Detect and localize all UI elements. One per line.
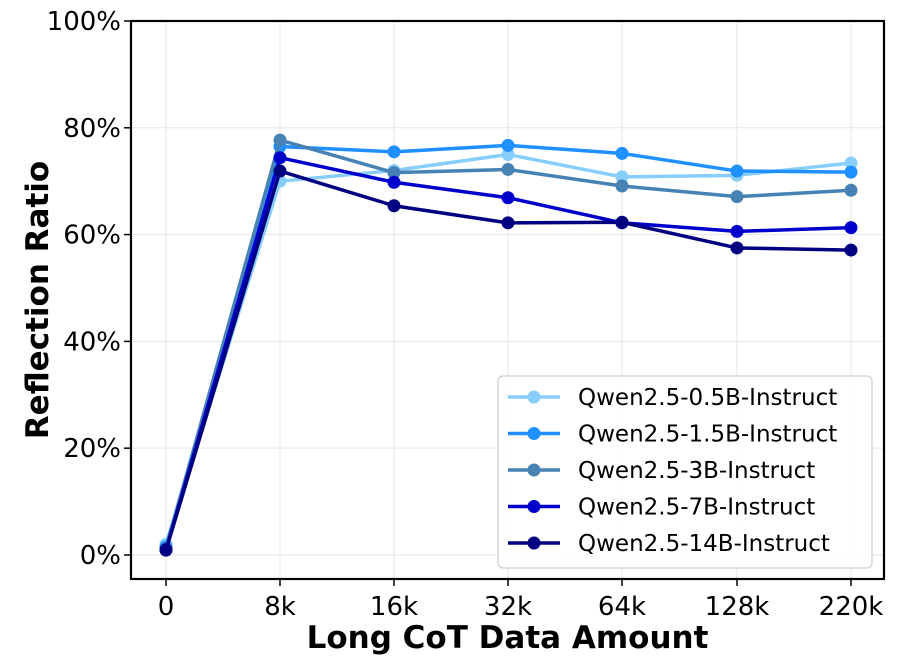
legend-label: Qwen2.5-14B-Instruct: [578, 531, 830, 557]
legend-item: Qwen2.5-0.5B-Instruct: [508, 385, 837, 411]
x-tick-label: 16k: [370, 592, 418, 622]
x-axis: 0 8k 16k 32k 64k 128k 220k: [158, 579, 884, 622]
legend-item: Qwen2.5-1.5B-Instruct: [508, 422, 837, 448]
legend-item: Qwen2.5-3B-Instruct: [508, 458, 815, 484]
x-tick-label: 64k: [598, 592, 646, 622]
data-point: [844, 243, 858, 257]
data-point: [615, 170, 629, 184]
legend-label: Qwen2.5-3B-Instruct: [578, 458, 815, 484]
x-tick-label: 220k: [819, 592, 884, 622]
data-point: [501, 216, 515, 230]
data-point: [387, 145, 401, 159]
legend-swatch-marker: [527, 427, 541, 440]
y-axis: 0% 20% 40% 60% 80% 100%: [47, 7, 131, 571]
data-point: [844, 221, 858, 235]
y-tick-label: 40%: [63, 327, 121, 357]
legend-swatch-marker: [527, 536, 541, 550]
legend-label: Qwen2.5-1.5B-Instruct: [578, 422, 837, 448]
x-tick-label: 8k: [264, 592, 296, 622]
data-point: [615, 215, 629, 229]
plot-frame: [129, 19, 886, 581]
data-point: [387, 199, 401, 213]
data-point: [730, 241, 744, 255]
data-point: [273, 164, 287, 178]
data-point: [501, 191, 515, 205]
legend-box: [497, 375, 873, 569]
data-point: [501, 162, 515, 176]
data-point: [273, 133, 287, 147]
data-point: [615, 179, 629, 193]
legend-label: Qwen2.5-7B-Instruct: [578, 495, 815, 521]
data-point: [273, 151, 287, 165]
y-tick-label: 0%: [80, 541, 121, 571]
legend-item: Qwen2.5-14B-Instruct: [508, 531, 830, 557]
data-point: [501, 147, 515, 161]
y-tick-label: 20%: [63, 434, 121, 464]
x-tick-label: 32k: [484, 592, 532, 622]
y-axis-title: Reflection Ratio: [20, 161, 56, 439]
data-point: [844, 165, 858, 179]
data-point: [730, 190, 744, 204]
data-point: [730, 224, 744, 238]
x-tick-label: 0: [158, 592, 175, 622]
legend: Qwen2.5-0.5B-Instruct Qwen2.5-1.5B-Instru…: [497, 375, 873, 569]
data-point: [387, 175, 401, 189]
y-tick-label: 60%: [63, 221, 121, 251]
y-tick-label: 80%: [63, 114, 121, 144]
data-point: [501, 138, 515, 152]
y-tick-label: 100%: [47, 7, 121, 37]
legend-swatch-marker: [527, 390, 541, 404]
series-line: [159, 133, 858, 556]
legend-item: Qwen2.5-7B-Instruct: [508, 495, 815, 521]
data-point: [844, 183, 858, 197]
data-point: [387, 166, 401, 180]
series-layer: [159, 133, 858, 557]
legend-swatch-marker: [527, 463, 541, 477]
x-axis-title: Long CoT Data Amount: [307, 620, 709, 656]
legend-label: Qwen2.5-0.5B-Instruct: [578, 385, 837, 411]
legend-swatch-marker: [527, 500, 541, 513]
series-line: [159, 164, 858, 557]
data-point: [615, 146, 629, 160]
data-point: [730, 164, 744, 178]
x-tick-label: 128k: [705, 592, 770, 622]
data-point: [844, 156, 858, 170]
data-point: [159, 543, 173, 557]
